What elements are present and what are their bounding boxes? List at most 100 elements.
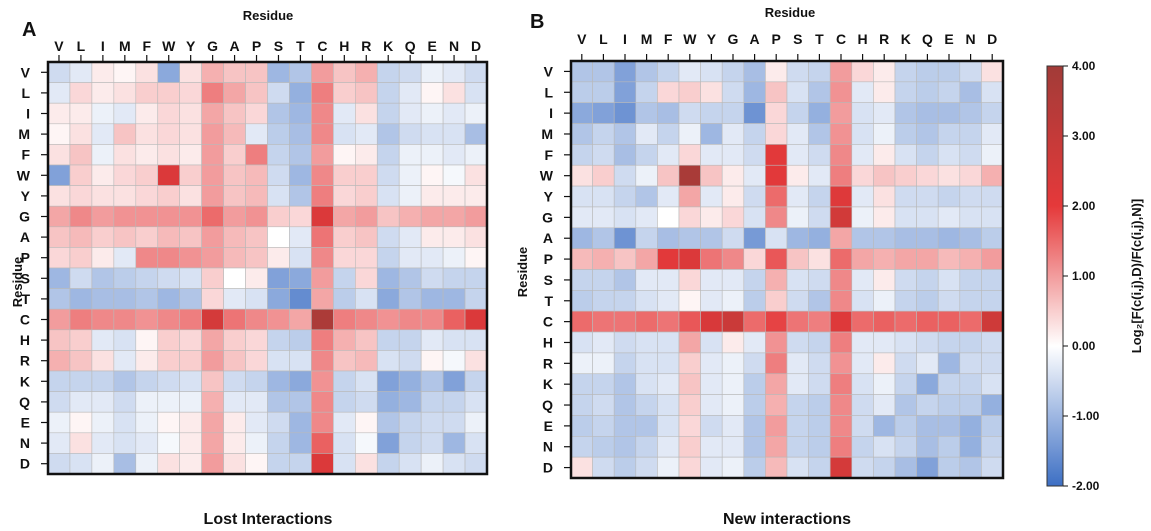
- heatmap-cell-e-v: [570, 415, 593, 437]
- column-label-l: L: [77, 38, 86, 54]
- heatmap-cell-i-v: [47, 102, 71, 125]
- heatmap-cell-g-g: [721, 206, 745, 229]
- heatmap-cell-g-t: [289, 205, 312, 228]
- heatmap-cell-p-t: [808, 248, 831, 270]
- heatmap-cell-d-t: [289, 453, 312, 475]
- heatmap-cell-t-r: [354, 288, 378, 310]
- heatmap-cell-r-i: [91, 350, 115, 372]
- heatmap-cell-q-s: [267, 391, 290, 413]
- heatmap-cell-y-p: [245, 185, 268, 207]
- heatmap-cell-t-w: [157, 288, 181, 310]
- heatmap-cell-f-e: [420, 144, 444, 166]
- heatmap-cell-i-q: [398, 102, 422, 125]
- row-label-p: P: [21, 250, 30, 266]
- heatmap-cell-r-h: [851, 352, 874, 375]
- heatmap-cell-c-e: [420, 308, 444, 331]
- heatmap-cell-n-d: [464, 432, 488, 454]
- heatmap-cell-g-s: [786, 206, 809, 229]
- heatmap-cell-d-q: [916, 456, 939, 479]
- heatmap-cell-y-h: [851, 185, 874, 208]
- heatmap-cell-v-a: [223, 61, 246, 83]
- heatmap-cell-m-h: [333, 123, 356, 145]
- heatmap-cell-w-l: [592, 164, 615, 187]
- heatmap-cell-i-g: [201, 102, 224, 125]
- heatmap-cell-e-i: [91, 411, 115, 434]
- panel-b-top-axis-title: Residue: [765, 5, 816, 20]
- heatmap-cell-p-k: [376, 247, 400, 269]
- heatmap-cell-p-g: [721, 248, 745, 270]
- heatmap-cell-f-l: [69, 144, 93, 166]
- heatmap-cell-g-k: [894, 206, 917, 229]
- panel-b-heatmap-cells: [570, 60, 1004, 479]
- heatmap-cell-c-v: [570, 310, 593, 333]
- heatmap-cell-w-h: [851, 164, 874, 187]
- heatmap-cell-t-c: [311, 288, 334, 310]
- heatmap-cell-l-c: [311, 82, 334, 104]
- heatmap-cell-n-c: [311, 432, 334, 454]
- heatmap-cell-h-a: [223, 329, 246, 351]
- row-label-a: A: [543, 230, 553, 246]
- heatmap-cell-m-d: [464, 123, 488, 145]
- heatmap-cell-g-c: [311, 205, 334, 228]
- heatmap-cell-r-g: [721, 352, 745, 375]
- heatmap-cell-w-d: [464, 164, 488, 186]
- heatmap-cell-d-a: [223, 453, 246, 475]
- heatmap-cell-q-q: [916, 394, 939, 416]
- column-label-p: P: [772, 31, 781, 47]
- row-label-g: G: [542, 209, 553, 225]
- heatmap-cell-e-y: [179, 411, 202, 434]
- heatmap-cell-y-y: [179, 185, 202, 207]
- heatmap-cell-k-q: [398, 370, 422, 392]
- heatmap-cell-v-h: [851, 60, 874, 83]
- heatmap-cell-n-c: [829, 435, 853, 458]
- heatmap-cell-r-y: [700, 352, 723, 375]
- heatmap-cell-m-l: [69, 123, 93, 145]
- heatmap-cell-w-e: [420, 164, 444, 186]
- colorbar-ticks: 4.00 3.00 2.00 1.00 0.00 -1.00 -2.00: [1063, 59, 1100, 493]
- heatmap-cell-a-q: [398, 226, 422, 248]
- heatmap-cell-h-d: [981, 331, 1004, 354]
- heatmap-cell-v-a: [743, 60, 766, 83]
- heatmap-cell-t-q: [916, 290, 939, 312]
- column-label-i: I: [623, 31, 627, 47]
- heatmap-cell-f-h: [333, 144, 356, 166]
- heatmap-cell-e-l: [69, 411, 93, 434]
- heatmap-cell-r-n: [959, 352, 982, 375]
- heatmap-cell-p-y: [700, 248, 723, 270]
- heatmap-cell-i-h: [333, 102, 356, 125]
- colorbar: 4.00 3.00 2.00 1.00 0.00 -1.00 -2.00 Log₂[F(c(…: [1046, 59, 1144, 493]
- heatmap-cell-d-l: [592, 456, 615, 479]
- heatmap-cell-k-h: [333, 370, 356, 392]
- heatmap-cell-q-t: [289, 391, 312, 413]
- heatmap-cell-p-r: [354, 247, 378, 269]
- heatmap-cell-g-d: [464, 205, 488, 228]
- heatmap-cell-f-q: [398, 144, 422, 166]
- heatmap-cell-g-m: [635, 206, 658, 229]
- heatmap-cell-w-m: [113, 164, 137, 186]
- heatmap-cell-s-n: [959, 269, 982, 291]
- heatmap-cell-h-p: [765, 331, 788, 354]
- row-label-f: F: [21, 147, 30, 163]
- heatmap-cell-w-a: [743, 164, 766, 187]
- heatmap-cell-m-f: [657, 123, 680, 145]
- heatmap-cell-f-t: [808, 144, 831, 166]
- heatmap-cell-s-k: [894, 269, 917, 291]
- heatmap-cell-d-w: [678, 456, 701, 479]
- heatmap-cell-a-s: [267, 226, 290, 248]
- heatmap-cell-l-w: [678, 81, 701, 103]
- heatmap-cell-i-c: [829, 102, 853, 124]
- heatmap-cell-k-w: [157, 370, 181, 392]
- heatmap-cell-h-f: [135, 329, 159, 351]
- heatmap-cell-v-n: [959, 60, 982, 83]
- heatmap-cell-k-t: [808, 373, 831, 395]
- column-label-a: A: [230, 38, 240, 54]
- heatmap-cell-d-s: [267, 453, 290, 475]
- row-label-h: H: [543, 334, 553, 350]
- heatmap-cell-w-l: [69, 164, 93, 186]
- heatmap-cell-h-g: [201, 329, 224, 351]
- heatmap-cell-f-d: [981, 144, 1004, 166]
- row-label-r: R: [20, 353, 30, 369]
- heatmap-cell-a-n: [442, 226, 466, 248]
- heatmap-cell-s-m: [635, 269, 658, 291]
